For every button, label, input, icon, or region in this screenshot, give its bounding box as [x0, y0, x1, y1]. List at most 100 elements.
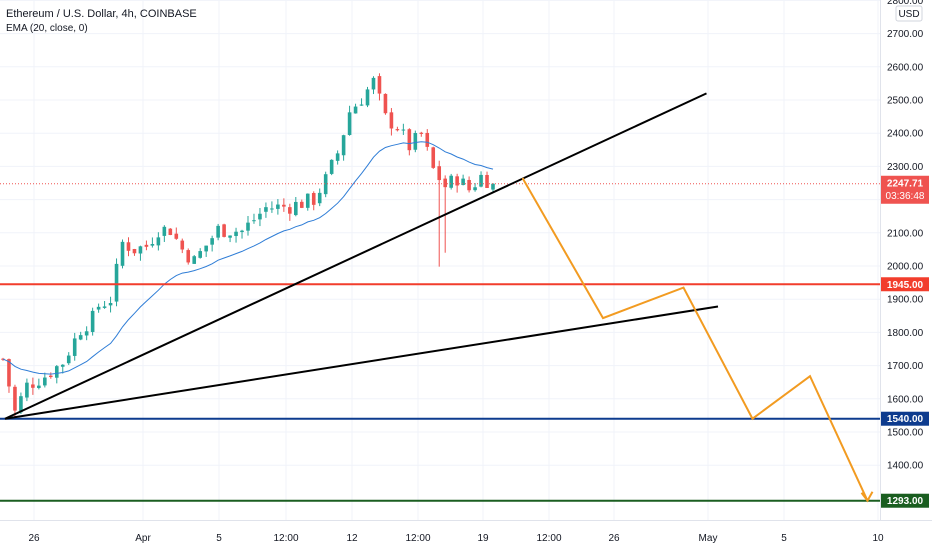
candle-body — [192, 256, 197, 264]
candle-body — [491, 183, 495, 190]
candle-body — [311, 193, 316, 205]
candle-body — [84, 331, 89, 336]
candle-body — [49, 375, 53, 378]
y-tick-label: 2700.00 — [887, 29, 924, 40]
candle-body — [270, 208, 274, 210]
candle-body — [449, 175, 453, 188]
candle-body — [252, 220, 256, 222]
grid — [0, 0, 880, 520]
x-tick-label: 5 — [781, 533, 787, 544]
candle-body — [198, 251, 202, 258]
candle-body — [7, 359, 11, 387]
candle-body — [485, 174, 489, 188]
candle-body — [359, 104, 364, 106]
candle-body — [120, 241, 125, 266]
candle-body — [240, 230, 244, 233]
candle-body — [156, 237, 161, 246]
x-tick-label: 26 — [608, 533, 620, 544]
candle-body — [479, 174, 483, 187]
trendlines — [4, 92, 719, 420]
candle-body — [186, 250, 191, 263]
x-tick-label: 5 — [216, 533, 222, 544]
candle-body — [383, 93, 388, 114]
indicator-label: EMA (20, close, 0) — [6, 23, 88, 34]
candle-body — [389, 112, 394, 129]
candle-body — [168, 228, 173, 235]
candle-body — [353, 106, 358, 114]
candle-body — [455, 176, 459, 186]
candle-body — [43, 377, 47, 386]
candle-body — [371, 77, 376, 90]
projection-arrowhead — [860, 491, 874, 503]
level-badge-label: 1293.00 — [887, 496, 924, 507]
y-tick-label: 1400.00 — [887, 461, 924, 472]
y-tick-label: 1600.00 — [887, 394, 924, 405]
horizontal-levels — [0, 183, 880, 502]
price-badges: 1945.00 1540.00 1293.00 2247.71 03:36:48 — [881, 175, 929, 508]
candle-body — [162, 226, 167, 236]
y-tick-label: 1500.00 — [887, 428, 924, 439]
projection-path — [521, 177, 874, 503]
currency-button[interactable] — [895, 5, 923, 22]
candle-body — [132, 248, 137, 254]
candle-body — [234, 231, 238, 237]
candle-body — [102, 306, 107, 308]
candle-body — [443, 178, 447, 188]
x-tick-label: 10 — [872, 533, 884, 544]
candle-body — [294, 201, 298, 216]
y-tick-label: 2500.00 — [887, 96, 924, 107]
candle-body — [461, 178, 465, 186]
candle-body — [258, 213, 262, 220]
candle-body — [222, 224, 226, 237]
trendline — [4, 92, 707, 420]
candle-body — [437, 166, 442, 181]
candle-body — [25, 382, 29, 398]
y-tick-label: 2000.00 — [887, 262, 924, 273]
candle-body — [180, 240, 185, 250]
candle-body — [144, 244, 149, 247]
candle-body — [210, 238, 214, 245]
candle-body — [347, 112, 352, 135]
x-tick-label: 12:00 — [536, 533, 561, 544]
candle-body — [228, 235, 232, 238]
level-badge-label: 1540.00 — [887, 414, 924, 425]
candle-body — [31, 384, 35, 388]
candle-body — [419, 132, 424, 134]
candle-body — [401, 129, 406, 131]
candle-body — [467, 179, 471, 191]
y-tick-label: 1800.00 — [887, 328, 924, 339]
y-tick-label: 2100.00 — [887, 228, 924, 239]
candle-body — [341, 135, 346, 156]
candle-body — [66, 355, 71, 364]
candle-body — [60, 364, 65, 367]
candle-body — [264, 207, 268, 212]
candle-body — [138, 246, 143, 254]
candle-body — [246, 222, 250, 231]
candle-body — [395, 129, 400, 131]
candle-body — [78, 335, 83, 340]
candle-body — [126, 242, 131, 251]
candle-body — [114, 263, 119, 302]
current-price-value: 2247.71 — [887, 178, 924, 189]
candle-body — [365, 89, 370, 106]
candle-body — [150, 244, 155, 246]
candle-body — [90, 310, 95, 332]
y-tick-label: 2400.00 — [887, 129, 924, 140]
x-tick-label: 26 — [28, 533, 40, 544]
x-tick-label: May — [699, 533, 718, 544]
candle-body — [216, 225, 220, 238]
chart-title: Ethereum / U.S. Dollar, 4h, COINBASE — [6, 8, 197, 20]
x-tick-label: 12:00 — [273, 533, 298, 544]
currency-label: USD — [898, 9, 919, 20]
candle-body — [288, 207, 292, 214]
candle-body — [305, 193, 310, 208]
ema-line — [2, 141, 494, 375]
candle-body — [335, 153, 340, 161]
x-tick-label: 12:00 — [405, 533, 430, 544]
candle-body — [299, 201, 304, 208]
candle-body — [96, 306, 101, 310]
candle-body — [72, 338, 77, 356]
candle-body — [329, 159, 334, 174]
